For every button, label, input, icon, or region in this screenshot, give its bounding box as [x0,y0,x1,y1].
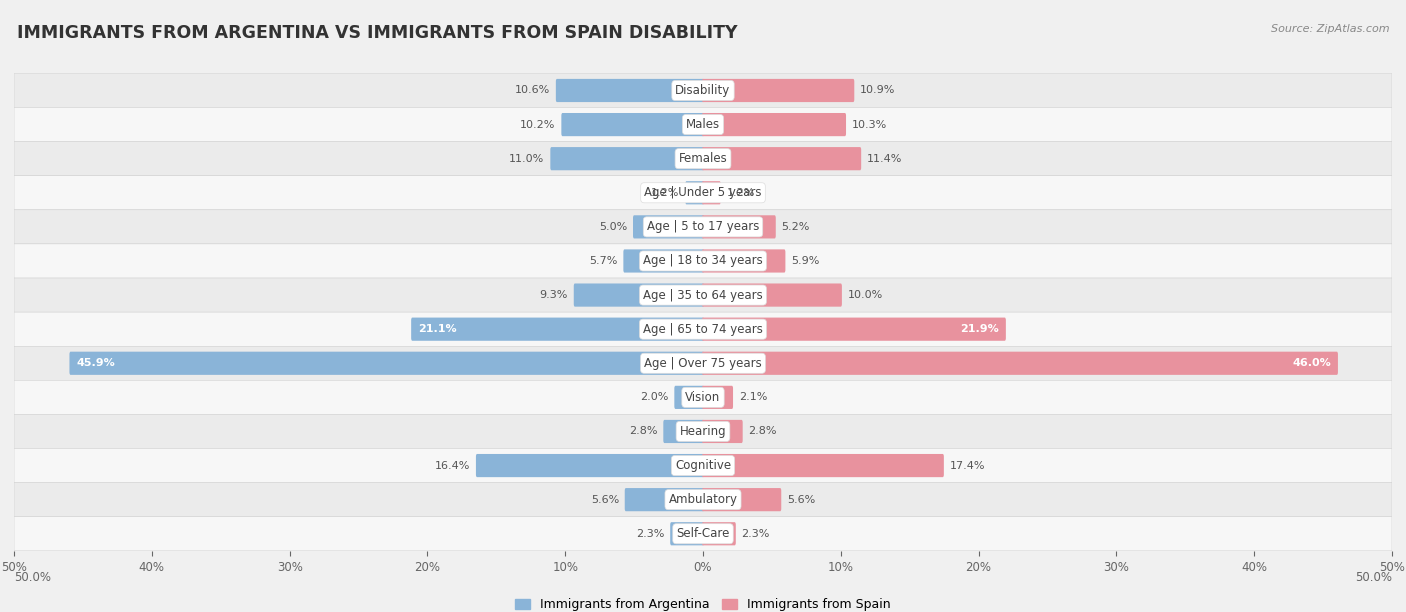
Text: 10.9%: 10.9% [860,86,896,95]
FancyBboxPatch shape [702,522,735,545]
Text: Age | 5 to 17 years: Age | 5 to 17 years [647,220,759,233]
Text: Age | Under 5 years: Age | Under 5 years [644,186,762,200]
FancyBboxPatch shape [702,249,786,272]
FancyBboxPatch shape [702,454,943,477]
Text: 2.3%: 2.3% [741,529,770,539]
Text: 5.9%: 5.9% [792,256,820,266]
FancyBboxPatch shape [69,352,704,375]
Text: Age | 65 to 74 years: Age | 65 to 74 years [643,323,763,335]
FancyBboxPatch shape [702,215,776,239]
Text: 5.6%: 5.6% [787,494,815,505]
FancyBboxPatch shape [574,283,704,307]
FancyBboxPatch shape [14,380,1392,414]
Text: 50.0%: 50.0% [14,571,51,584]
FancyBboxPatch shape [411,318,704,341]
Text: Vision: Vision [685,391,721,404]
Text: Cognitive: Cognitive [675,459,731,472]
FancyBboxPatch shape [702,79,855,102]
Text: 10.0%: 10.0% [848,290,883,300]
Text: Age | 18 to 34 years: Age | 18 to 34 years [643,255,763,267]
Text: 9.3%: 9.3% [540,290,568,300]
FancyBboxPatch shape [623,249,704,272]
Text: 1.2%: 1.2% [651,188,679,198]
FancyBboxPatch shape [685,181,704,204]
Text: Age | 35 to 64 years: Age | 35 to 64 years [643,289,763,302]
Text: 5.0%: 5.0% [599,222,627,232]
Text: 10.6%: 10.6% [515,86,550,95]
FancyBboxPatch shape [702,181,721,204]
Text: 2.8%: 2.8% [748,427,778,436]
FancyBboxPatch shape [14,73,1392,108]
Text: IMMIGRANTS FROM ARGENTINA VS IMMIGRANTS FROM SPAIN DISABILITY: IMMIGRANTS FROM ARGENTINA VS IMMIGRANTS … [17,24,737,42]
Text: 11.0%: 11.0% [509,154,544,163]
FancyBboxPatch shape [14,517,1392,551]
FancyBboxPatch shape [675,386,704,409]
FancyBboxPatch shape [14,108,1392,141]
Text: Self-Care: Self-Care [676,528,730,540]
Text: 2.8%: 2.8% [628,427,658,436]
Text: Hearing: Hearing [679,425,727,438]
Text: 2.0%: 2.0% [640,392,669,402]
Text: 1.2%: 1.2% [727,188,755,198]
Text: 5.2%: 5.2% [782,222,810,232]
FancyBboxPatch shape [702,488,782,511]
FancyBboxPatch shape [555,79,704,102]
Text: 5.7%: 5.7% [589,256,617,266]
Text: 10.2%: 10.2% [520,119,555,130]
FancyBboxPatch shape [702,283,842,307]
FancyBboxPatch shape [671,522,704,545]
FancyBboxPatch shape [14,278,1392,312]
Text: Source: ZipAtlas.com: Source: ZipAtlas.com [1271,24,1389,34]
FancyBboxPatch shape [702,352,1339,375]
Text: 11.4%: 11.4% [868,154,903,163]
FancyBboxPatch shape [14,414,1392,449]
FancyBboxPatch shape [14,312,1392,346]
FancyBboxPatch shape [633,215,704,239]
FancyBboxPatch shape [14,141,1392,176]
FancyBboxPatch shape [702,386,733,409]
Text: 21.9%: 21.9% [960,324,1000,334]
Text: Females: Females [679,152,727,165]
Text: 2.1%: 2.1% [738,392,768,402]
Text: 16.4%: 16.4% [434,461,470,471]
FancyBboxPatch shape [702,113,846,136]
FancyBboxPatch shape [14,244,1392,278]
Text: Ambulatory: Ambulatory [668,493,738,506]
Text: 21.1%: 21.1% [418,324,457,334]
Text: Disability: Disability [675,84,731,97]
Text: 17.4%: 17.4% [949,461,986,471]
FancyBboxPatch shape [702,147,862,170]
FancyBboxPatch shape [702,318,1005,341]
FancyBboxPatch shape [14,176,1392,210]
Text: Age | Over 75 years: Age | Over 75 years [644,357,762,370]
Text: 45.9%: 45.9% [76,358,115,368]
FancyBboxPatch shape [14,449,1392,483]
Text: 10.3%: 10.3% [852,119,887,130]
FancyBboxPatch shape [664,420,704,443]
Text: 46.0%: 46.0% [1292,358,1331,368]
FancyBboxPatch shape [550,147,704,170]
FancyBboxPatch shape [14,483,1392,517]
FancyBboxPatch shape [475,454,704,477]
Legend: Immigrants from Argentina, Immigrants from Spain: Immigrants from Argentina, Immigrants fr… [515,599,891,611]
FancyBboxPatch shape [14,210,1392,244]
Text: 2.3%: 2.3% [636,529,665,539]
FancyBboxPatch shape [14,346,1392,380]
FancyBboxPatch shape [702,420,742,443]
Text: 50.0%: 50.0% [1355,571,1392,584]
Text: Males: Males [686,118,720,131]
FancyBboxPatch shape [624,488,704,511]
FancyBboxPatch shape [561,113,704,136]
Text: 5.6%: 5.6% [591,494,619,505]
